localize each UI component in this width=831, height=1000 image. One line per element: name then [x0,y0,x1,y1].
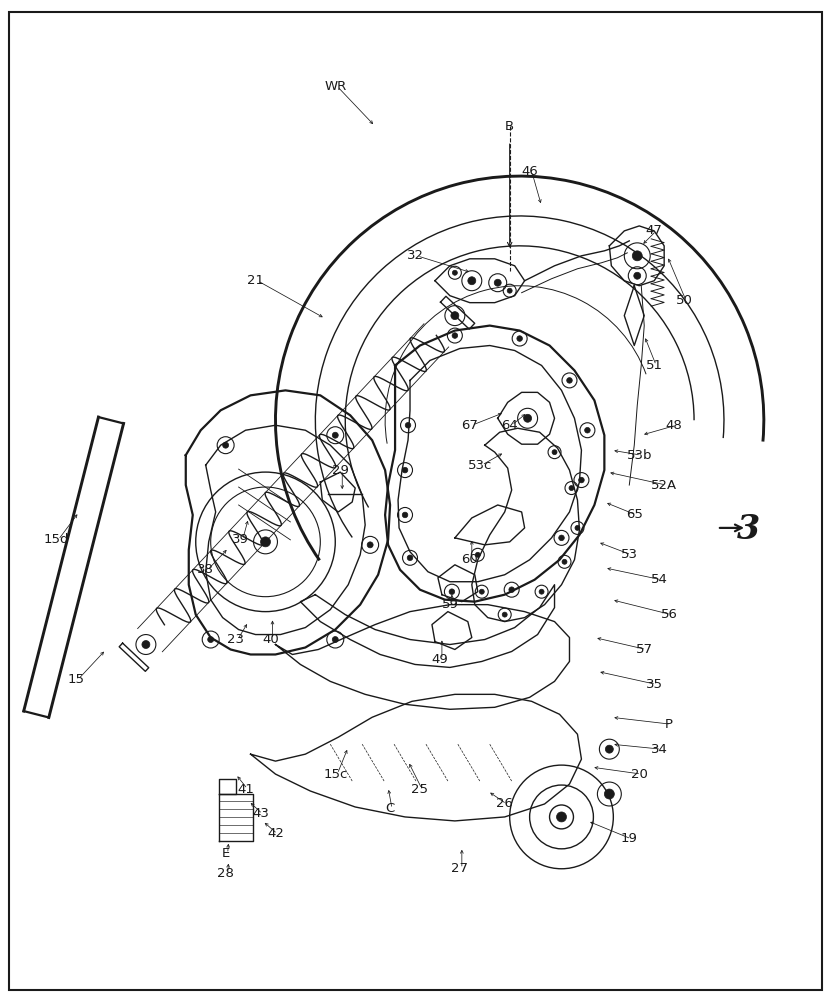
Text: P: P [665,718,673,731]
Circle shape [468,277,476,285]
Text: 15: 15 [67,673,85,686]
Text: 64: 64 [501,419,518,432]
Circle shape [261,537,270,547]
Text: 59: 59 [441,598,459,611]
Circle shape [605,745,613,753]
Text: 23: 23 [227,633,244,646]
Text: 56: 56 [661,608,677,621]
Text: 25: 25 [411,783,429,796]
Text: 48: 48 [666,419,682,432]
Text: 52A: 52A [652,479,677,492]
Text: 38: 38 [197,563,214,576]
Text: E: E [222,847,229,860]
Text: 57: 57 [636,643,652,656]
Text: 49: 49 [431,653,448,666]
Text: C: C [386,802,395,815]
Text: 21: 21 [247,274,264,287]
Text: 35: 35 [646,678,662,691]
Circle shape [451,312,459,320]
Circle shape [449,589,455,594]
Text: 47: 47 [646,224,662,237]
Circle shape [142,641,150,649]
Circle shape [575,525,580,530]
Circle shape [509,587,514,592]
Circle shape [632,251,642,261]
Text: 26: 26 [496,797,513,810]
Text: 20: 20 [631,768,647,781]
Circle shape [475,552,480,557]
Text: 53c: 53c [468,459,492,472]
Circle shape [452,270,457,275]
Circle shape [507,288,512,293]
Circle shape [332,432,338,438]
Text: 54: 54 [651,573,667,586]
Text: 51: 51 [646,359,662,372]
Circle shape [402,512,408,518]
Text: 46: 46 [521,165,538,178]
Text: 27: 27 [451,862,469,875]
Text: B: B [505,120,514,133]
Circle shape [452,333,458,338]
Text: WR: WR [324,80,347,93]
Circle shape [223,442,229,448]
Text: 28: 28 [217,867,234,880]
Text: 32: 32 [406,249,424,262]
Circle shape [634,272,641,279]
Circle shape [539,589,544,594]
Circle shape [479,589,484,594]
Text: 34: 34 [651,743,667,756]
Circle shape [502,612,507,617]
Text: 42: 42 [267,827,284,840]
Circle shape [407,555,413,561]
Circle shape [604,789,614,799]
Text: 50: 50 [676,294,692,307]
Circle shape [578,477,584,483]
Circle shape [562,559,567,564]
Text: 65: 65 [626,508,642,521]
Circle shape [585,427,590,433]
Text: 3: 3 [737,513,760,546]
Text: 41: 41 [237,783,254,796]
Text: 60: 60 [461,553,478,566]
Circle shape [332,637,338,643]
Circle shape [558,535,564,541]
Text: 53b: 53b [627,449,652,462]
Circle shape [367,542,373,548]
Text: 39: 39 [232,533,249,546]
Text: 43: 43 [252,807,269,820]
Text: 15d: 15d [43,533,69,546]
Circle shape [406,422,411,428]
Circle shape [569,486,574,491]
Circle shape [208,637,214,643]
Text: 53: 53 [621,548,637,561]
Circle shape [517,336,523,341]
Circle shape [552,450,557,455]
Text: 19: 19 [621,832,637,845]
Text: 67: 67 [461,419,479,432]
Text: 15c: 15c [323,768,347,781]
Circle shape [567,378,573,383]
Text: 40: 40 [262,633,279,646]
Text: 29: 29 [332,464,349,477]
Circle shape [494,279,501,286]
Circle shape [524,414,532,422]
Circle shape [402,467,408,473]
Circle shape [557,812,567,822]
